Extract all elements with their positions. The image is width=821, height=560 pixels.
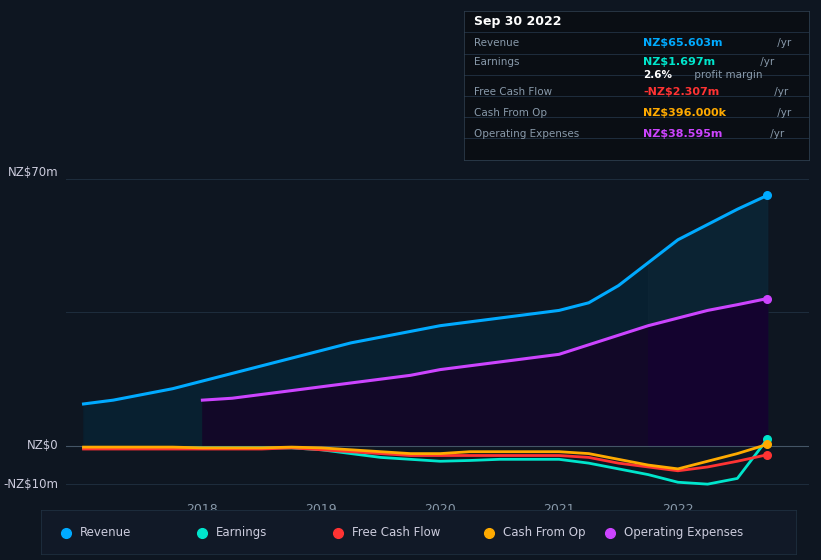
- Text: /yr: /yr: [757, 57, 774, 67]
- Text: NZ$38.595m: NZ$38.595m: [643, 129, 722, 139]
- Text: Cash From Op: Cash From Op: [475, 108, 548, 118]
- Text: Sep 30 2022: Sep 30 2022: [475, 15, 562, 29]
- Point: [760, 294, 773, 303]
- Text: Earnings: Earnings: [216, 526, 268, 539]
- Text: Free Cash Flow: Free Cash Flow: [352, 526, 441, 539]
- Text: /yr: /yr: [768, 129, 785, 139]
- Text: /yr: /yr: [774, 108, 791, 118]
- Text: NZ$70m: NZ$70m: [7, 166, 58, 179]
- Text: Free Cash Flow: Free Cash Flow: [475, 87, 553, 97]
- Text: NZ$65.603m: NZ$65.603m: [643, 38, 722, 48]
- Text: -NZ$10m: -NZ$10m: [3, 478, 58, 491]
- Text: Revenue: Revenue: [475, 38, 520, 48]
- Text: NZ$396.000k: NZ$396.000k: [643, 108, 726, 118]
- Text: NZ$1.697m: NZ$1.697m: [643, 57, 715, 67]
- Text: Operating Expenses: Operating Expenses: [624, 526, 743, 539]
- Text: -NZ$2.307m: -NZ$2.307m: [643, 87, 719, 97]
- Point: [760, 440, 773, 449]
- Text: 2.6%: 2.6%: [643, 70, 672, 80]
- Text: /yr: /yr: [771, 87, 788, 97]
- Point: [760, 435, 773, 444]
- Text: profit margin: profit margin: [691, 70, 763, 80]
- Point: [760, 191, 773, 200]
- Text: /yr: /yr: [774, 38, 791, 48]
- Text: Revenue: Revenue: [80, 526, 131, 539]
- Text: Operating Expenses: Operating Expenses: [475, 129, 580, 139]
- Text: NZ$0: NZ$0: [26, 440, 58, 452]
- Text: Earnings: Earnings: [475, 57, 520, 67]
- Text: Cash From Op: Cash From Op: [503, 526, 586, 539]
- Point: [760, 450, 773, 459]
